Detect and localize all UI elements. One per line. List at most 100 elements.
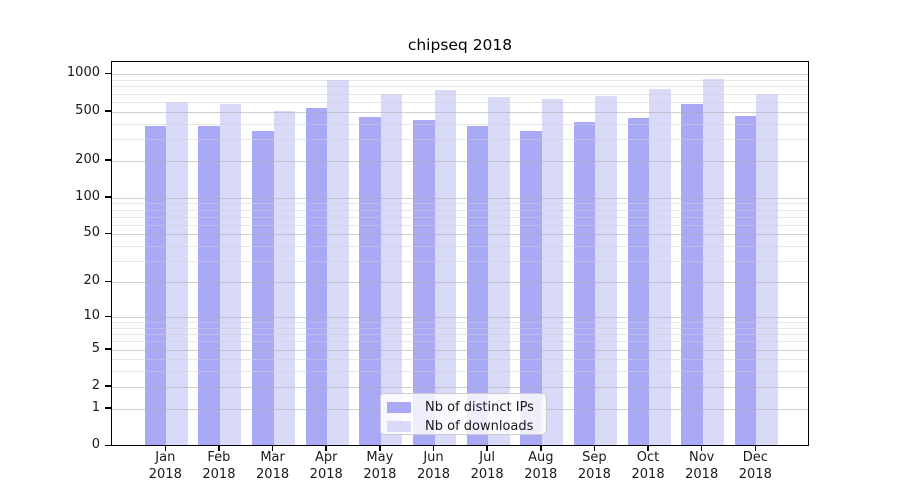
- bar-distinct-ips-jul: [466, 125, 489, 446]
- gridline-minor: [112, 216, 808, 218]
- gridline-minor: [112, 322, 808, 324]
- gridline-minor: [112, 79, 808, 81]
- x-tick-label: Mar 2018: [256, 450, 290, 482]
- y-tick: [105, 110, 111, 112]
- x-tick-label: Nov 2018: [685, 450, 719, 482]
- x-tick: [271, 446, 274, 451]
- gridline-minor: [112, 327, 808, 329]
- gridline-minor: [112, 93, 808, 95]
- y-tick: [105, 407, 111, 409]
- legend-label-distinct-ips: Nb of distinct IPs: [425, 399, 534, 415]
- gridline-major: [112, 234, 808, 236]
- gridline-major: [112, 282, 808, 284]
- grid-layer: [112, 62, 808, 445]
- x-tick-label: Jan 2018: [148, 450, 182, 482]
- bar-downloads-mar: [273, 111, 296, 446]
- x-tick-label: Feb 2018: [202, 450, 236, 482]
- y-tick-label: 1: [91, 399, 100, 415]
- x-tick: [593, 446, 596, 451]
- x-tick: [540, 446, 542, 451]
- gridline-minor: [112, 203, 808, 205]
- bar-distinct-ips-aug: [520, 130, 542, 446]
- bar-downloads-dec: [756, 93, 778, 446]
- legend: Nb of distinct IPs Nb of downloads: [380, 393, 547, 435]
- bar-distinct-ips-apr: [305, 108, 328, 446]
- x-tick: [432, 446, 435, 451]
- gridline-minor: [112, 138, 808, 140]
- x-tick-label: Apr 2018: [309, 450, 343, 482]
- y-tick: [105, 348, 111, 350]
- y-tick: [105, 444, 111, 446]
- gridline-minor: [112, 209, 808, 211]
- bar-downloads-jul: [488, 97, 510, 446]
- gridline-minor: [112, 334, 808, 336]
- x-tick: [647, 446, 649, 451]
- bar-downloads-may: [380, 94, 403, 446]
- gridline-major: [112, 317, 808, 318]
- gridline-minor: [112, 86, 808, 88]
- legend-label-downloads: Nb of downloads: [425, 418, 534, 434]
- bar-distinct-ips-may: [359, 116, 381, 446]
- gridline-minor: [112, 101, 808, 103]
- bar-downloads-oct: [649, 89, 671, 446]
- gridline-minor: [112, 261, 808, 263]
- x-tick: [486, 446, 488, 451]
- y-tick-label: 50: [83, 225, 100, 241]
- gridline-minor: [112, 341, 808, 343]
- x-tick: [164, 446, 167, 451]
- y-tick: [105, 315, 111, 317]
- legend-swatch-downloads-icon: [387, 420, 411, 432]
- bar-distinct-ips-sep: [573, 122, 596, 446]
- bar-distinct-ips-mar: [252, 130, 274, 446]
- y-tick-label: 200: [75, 151, 100, 167]
- y-tick-label: 0: [91, 437, 100, 452]
- bar-distinct-ips-feb: [198, 126, 220, 446]
- gridline-major: [112, 111, 808, 113]
- y-tick: [105, 280, 111, 283]
- y-tick-label: 1000: [66, 65, 100, 81]
- y-tick: [105, 385, 111, 387]
- bar-downloads-jun: [434, 90, 456, 446]
- gridline-minor: [112, 224, 808, 226]
- bar-distinct-ips-jan: [144, 126, 167, 446]
- gridline-minor: [112, 359, 808, 361]
- y-tick-label: 5: [91, 340, 100, 356]
- bar-distinct-ips-oct: [627, 118, 650, 446]
- plot-area: Nb of distinct IPs Nb of downloads: [111, 61, 809, 446]
- gridline-minor: [112, 246, 808, 248]
- x-tick-label: Jun 2018: [416, 450, 451, 482]
- legend-item-downloads: Nb of downloads: [387, 418, 540, 434]
- gridline-major: [112, 197, 808, 199]
- x-tick: [754, 446, 757, 451]
- y-tick-label: 500: [75, 102, 100, 118]
- y-tick-label: 10: [83, 308, 100, 323]
- x-tick-label: Aug 2018: [524, 450, 558, 482]
- x-tick: [379, 446, 381, 451]
- legend-item-distinct-ips: Nb of distinct IPs: [387, 399, 540, 415]
- x-tick-label: Oct 2018: [631, 450, 665, 482]
- gridline-major: [112, 74, 808, 76]
- gridline-major: [112, 386, 808, 388]
- y-tick-label: 2: [91, 377, 100, 393]
- gridline-major: [112, 160, 808, 162]
- x-tick: [325, 446, 327, 451]
- x-tick: [700, 446, 703, 451]
- gridline-major: [112, 349, 808, 351]
- chart-title: chipseq 2018: [407, 36, 513, 54]
- x-tick-label: Dec 2018: [738, 450, 772, 482]
- y-tick: [105, 232, 111, 235]
- legend-swatch-distinct-ips-icon: [387, 401, 411, 413]
- gridline-minor: [112, 123, 808, 125]
- x-tick-label: May 2018: [363, 450, 397, 482]
- y-tick: [105, 196, 111, 198]
- x-tick: [218, 446, 220, 451]
- y-tick: [105, 159, 111, 161]
- y-tick-label: 20: [83, 273, 100, 289]
- x-tick-label: Sep 2018: [577, 450, 611, 482]
- gridline-minor: [112, 371, 808, 373]
- y-tick-label: 100: [75, 188, 100, 204]
- x-tick-label: Jul 2018: [470, 450, 504, 482]
- bar-downloads-sep: [595, 95, 617, 446]
- y-tick: [105, 72, 111, 75]
